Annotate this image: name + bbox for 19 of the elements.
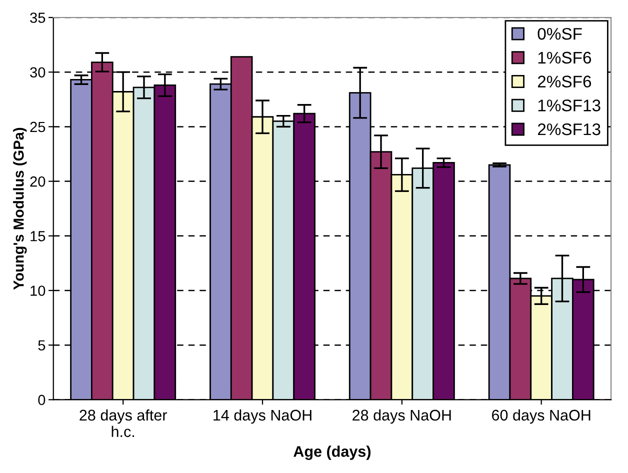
y-tick-label: 35 bbox=[30, 12, 46, 23]
legend-label: 1%SF13 bbox=[538, 100, 600, 112]
legend-label: 2%SF6 bbox=[538, 76, 592, 88]
x-tick-label: 28 days NaOH bbox=[352, 409, 451, 424]
legend-label: 0%SF bbox=[538, 28, 582, 40]
y-tick-label: 25 bbox=[30, 122, 46, 132]
y-tick-label: 30 bbox=[30, 67, 46, 78]
x-axis-title: Age (days) bbox=[294, 446, 371, 460]
y-tick-label: 0 bbox=[38, 394, 46, 406]
y-tick-label: 5 bbox=[38, 340, 46, 351]
y-tick-label: 15 bbox=[30, 231, 46, 242]
legend-label: 2%SF13 bbox=[538, 123, 600, 136]
y-tick-label: 10 bbox=[30, 286, 46, 296]
y-tick-label: 20 bbox=[30, 176, 46, 187]
x-tick-label: 28 days after h.c. bbox=[80, 409, 167, 438]
y-axis-title: Young's Modulus (GPa) bbox=[13, 128, 27, 290]
x-tick-label: 14 days NaOH bbox=[214, 409, 312, 424]
x-tick-label: 60 days NaOH bbox=[492, 409, 590, 424]
legend-label: 1%SF6 bbox=[538, 52, 592, 64]
